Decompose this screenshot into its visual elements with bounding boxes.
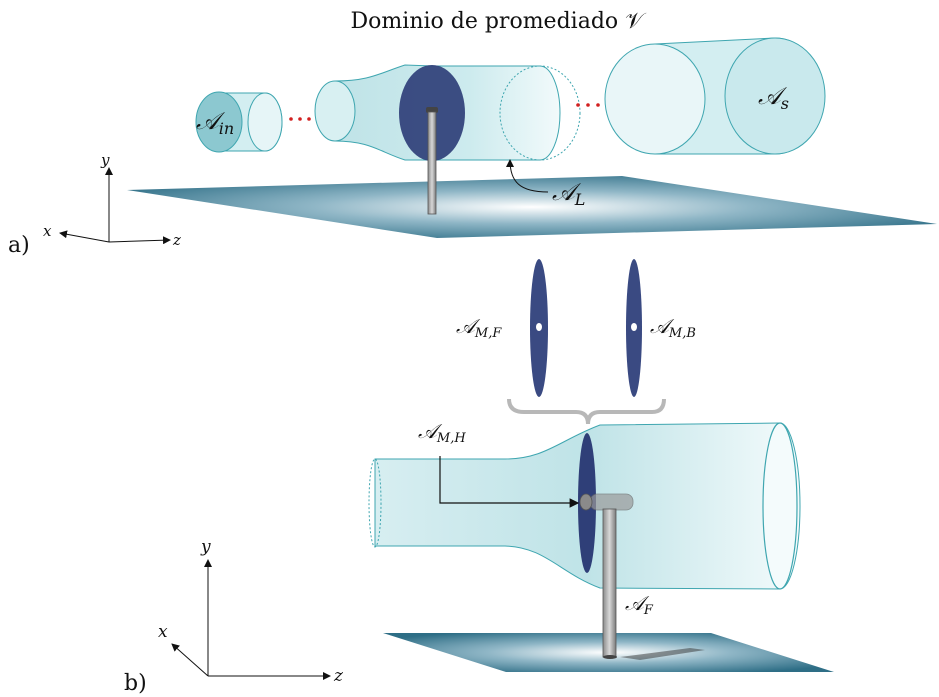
panel-b-label: b) (124, 671, 147, 696)
tower-a (427, 111, 437, 215)
hub-label: 𝒜M,H (418, 419, 466, 446)
tower-label: 𝒜F (625, 591, 654, 618)
axis-x-label-b: x (158, 622, 168, 642)
inlet-cylinder (195, 91, 283, 153)
figure-title: Dominio de promediado 𝒱 (351, 9, 648, 34)
ground-plane-a (127, 176, 937, 238)
nacelle-b (589, 493, 634, 511)
back-disk-label: 𝒜M,B (650, 314, 696, 341)
tower-b (602, 508, 617, 658)
axis-x-label-a: x (43, 222, 52, 240)
panel-a-label: a) (8, 233, 30, 258)
curly-brace (507, 398, 666, 425)
panel-a: 𝒜in 𝒜s 𝒜L (8, 37, 937, 258)
tower-shadow (620, 648, 705, 660)
hub-pointer-arrow (439, 456, 580, 508)
front-disk-label: 𝒜M,F (456, 314, 502, 341)
hub-b (579, 493, 593, 511)
lateral-area-arrow (506, 159, 549, 193)
inlet-area-label: 𝒜in (196, 107, 234, 138)
axis-z-label-a: z (172, 231, 181, 249)
main-flow-tube-b (368, 422, 801, 590)
axes-b (171, 559, 331, 680)
central-flow-tube (314, 64, 581, 161)
ellipsis-dots-1 (289, 117, 311, 121)
outlet-cylinder (604, 37, 826, 155)
axis-y-label-a: y (100, 151, 110, 169)
axes-a (59, 167, 171, 245)
axis-y-label-b: y (200, 537, 211, 557)
ellipsis-dots-2 (576, 103, 600, 107)
panel-b: 𝒜M,F 𝒜M,B 𝒜M,H 𝒜F y z (124, 259, 834, 696)
hub-a (426, 107, 438, 113)
axis-z-label-b: z (333, 666, 344, 686)
